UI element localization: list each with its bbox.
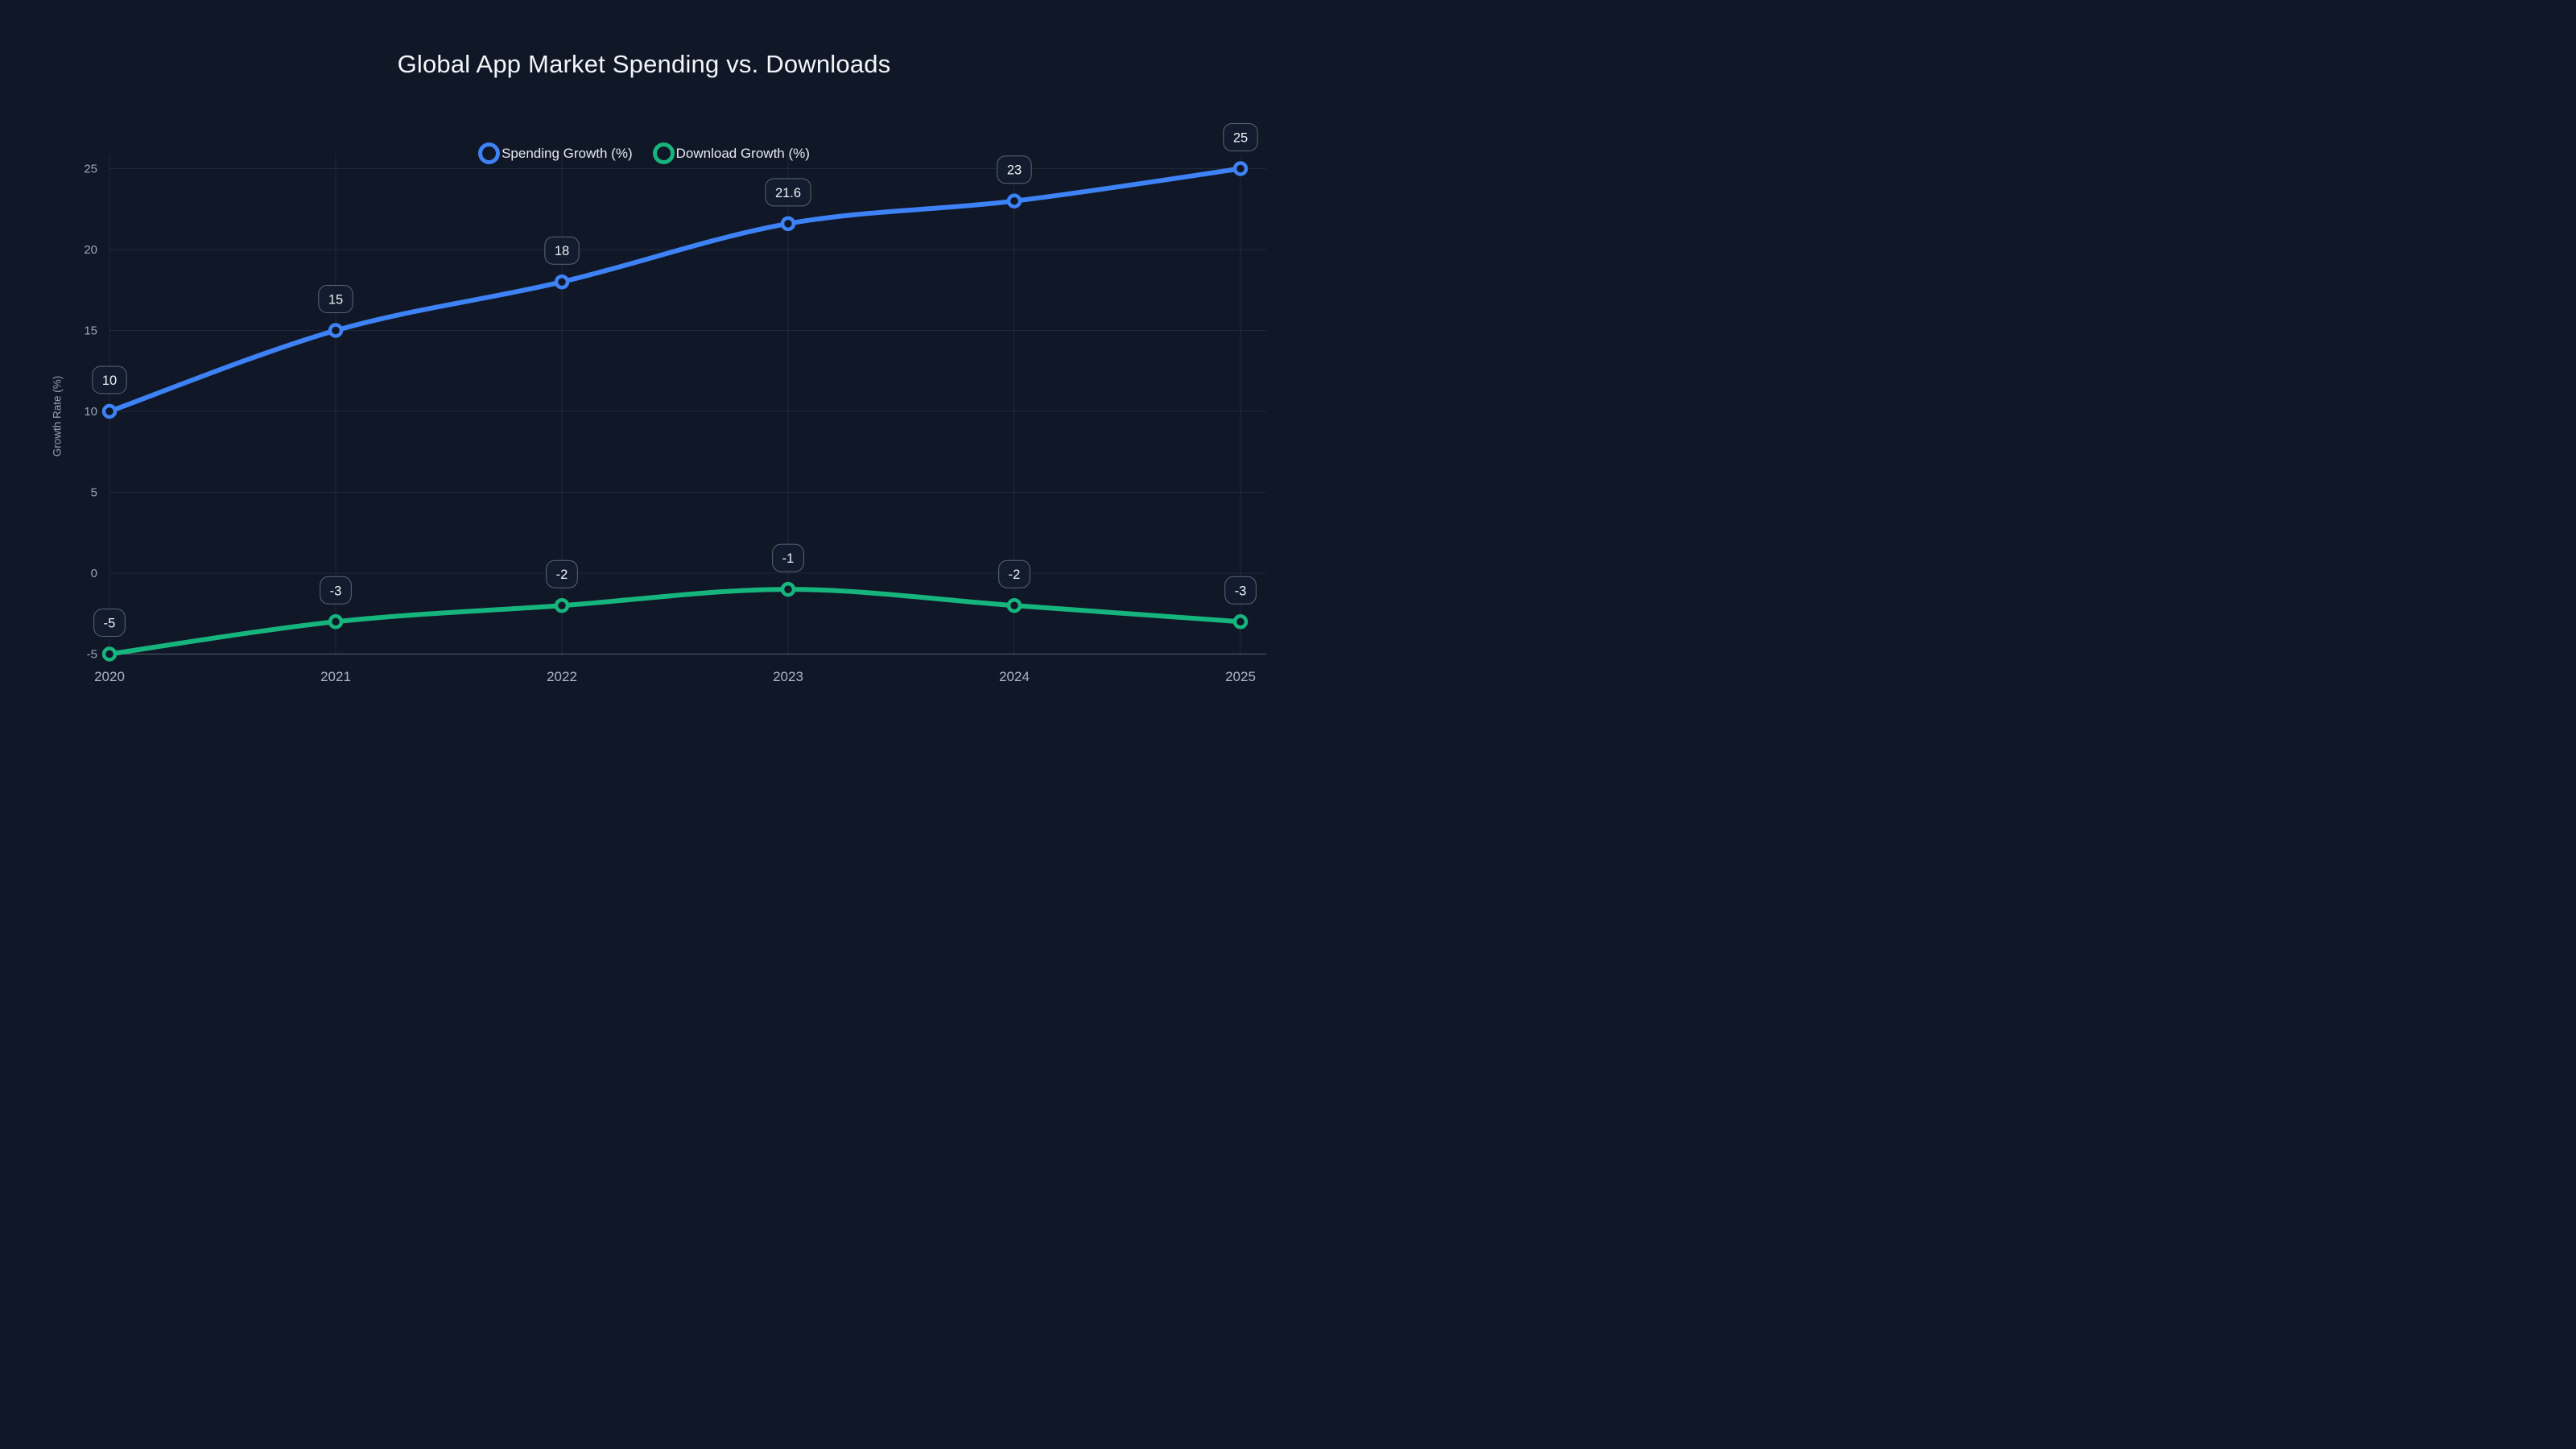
data-point-label: -1: [782, 551, 795, 566]
x-tick-label: 2020: [94, 669, 125, 684]
chart-page: Global App Market Spending vs. Downloads…: [0, 0, 1288, 724]
data-point-spending-growth-2020[interactable]: [101, 403, 118, 419]
legend-label-spending-growth: Spending Growth (%): [502, 146, 633, 161]
legend-spending-ring-icon: [478, 142, 501, 164]
data-point-label: 10: [102, 374, 117, 388]
data-point-label-box: [1224, 576, 1257, 605]
data-point-label: 25: [1233, 131, 1248, 146]
data-point-label: 15: [328, 293, 343, 308]
data-point-download-growth-2025[interactable]: [1232, 614, 1249, 630]
legend-item-spending-growth[interactable]: Spending Growth (%): [478, 142, 633, 164]
data-point-label: 21.6: [775, 186, 801, 200]
data-point-spending-growth-2025[interactable]: [1232, 161, 1249, 176]
data-point-label-box: [765, 178, 811, 207]
series-line-download-growth: [107, 587, 1243, 657]
data-point-label-box: [546, 559, 578, 588]
data-point-label-box: [320, 576, 352, 605]
data-point-spending-growth-2021[interactable]: [328, 323, 344, 338]
data-point-label-box: [1223, 123, 1258, 151]
y-tick-label: 15: [84, 324, 97, 338]
data-point-label: -5: [104, 617, 116, 631]
data-point-spending-growth-2024[interactable]: [1006, 193, 1022, 208]
y-tick-label: 25: [84, 163, 97, 176]
data-point-label: -3: [1235, 584, 1247, 598]
data-point-download-growth-2020[interactable]: [101, 646, 118, 662]
data-point-label-box: [997, 155, 1032, 184]
legend-item-download-growth[interactable]: Download Growth (%): [652, 142, 810, 164]
y-tick-label: 0: [91, 567, 97, 580]
data-point-label: -2: [556, 568, 568, 582]
legend-download-ring-icon: [652, 142, 675, 164]
data-point-download-growth-2021[interactable]: [328, 614, 344, 630]
y-tick-label: 5: [91, 486, 97, 500]
series-line-spending-growth: [107, 166, 1243, 414]
data-point-download-growth-2024[interactable]: [1006, 597, 1022, 613]
data-point-label: 18: [555, 244, 569, 258]
data-point-label-box: [998, 559, 1030, 588]
chart-title: Global App Market Spending vs. Downloads: [397, 50, 891, 78]
y-tick-label: 20: [84, 243, 97, 257]
data-point-label-box: [318, 285, 353, 313]
data-point-download-growth-2023[interactable]: [780, 581, 796, 597]
y-tick-label: -5: [87, 648, 97, 662]
data-point-label-box: [544, 236, 580, 265]
x-tick-label: 2023: [773, 669, 803, 684]
data-point-label-box: [93, 609, 126, 637]
legend: Spending Growth (%) Download Growth (%): [0, 142, 1288, 164]
data-point-spending-growth-2022[interactable]: [554, 274, 570, 290]
data-point-spending-growth-2023[interactable]: [780, 216, 796, 232]
data-point-label: 23: [1007, 163, 1022, 178]
x-tick-label: 2024: [999, 669, 1030, 684]
data-point-label-box: [772, 543, 804, 572]
x-tick-label: 2025: [1225, 669, 1256, 684]
data-point-download-growth-2022[interactable]: [554, 597, 570, 613]
data-point-label: -2: [1009, 568, 1021, 582]
data-point-label: -3: [330, 584, 342, 598]
legend-label-download-growth: Download Growth (%): [675, 146, 810, 161]
data-point-label-box: [92, 365, 127, 394]
x-tick-label: 2021: [320, 669, 351, 684]
x-tick-label: 2022: [547, 669, 577, 684]
y-tick-label: 10: [84, 405, 97, 419]
